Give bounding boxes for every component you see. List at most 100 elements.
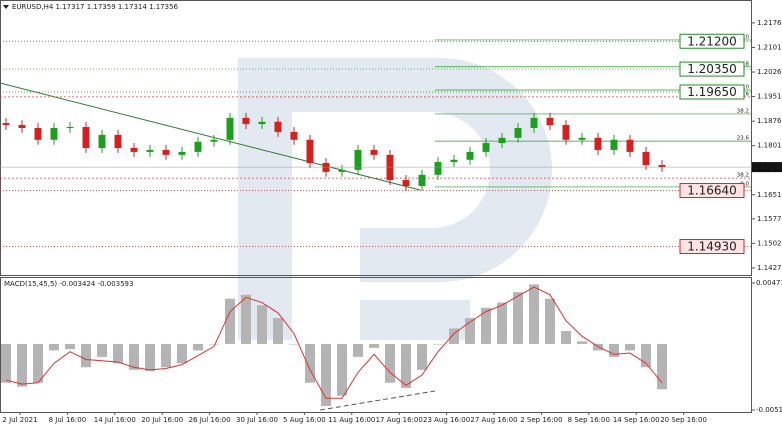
candle-body	[146, 149, 154, 152]
macd-bar	[97, 343, 107, 357]
current-price-tag	[752, 162, 782, 173]
y-tick-label: -0.005107	[756, 406, 782, 414]
candle-body	[562, 125, 570, 140]
x-tick-label: 27 Aug 16:00	[470, 416, 517, 424]
candle-body	[34, 128, 42, 140]
macd-bar	[465, 318, 475, 344]
y-tick-label: 1.21760	[757, 19, 782, 27]
macd-bar	[33, 343, 43, 383]
level-box	[679, 61, 745, 77]
macd-bar	[641, 343, 651, 368]
candle-body	[194, 141, 202, 152]
symbol-header: EURUSD,H4 1.17317 1.17359 1.17314 1.1735…	[12, 3, 179, 11]
macd-bar	[401, 343, 411, 388]
level-label: 1.20350	[687, 62, 737, 76]
y-tick-label: 1.15025	[757, 239, 782, 247]
candle-body	[658, 165, 666, 167]
x-tick-label: 2 Sep 16:00	[520, 416, 562, 424]
macd-bar	[337, 343, 347, 396]
level-label: 1.16640	[687, 184, 737, 198]
y-tick-label: 1.14275	[757, 264, 782, 272]
macd-bar	[513, 292, 523, 344]
macd-bar	[161, 343, 171, 368]
x-tick-label: 30 Jul 16:00	[236, 416, 278, 424]
macd-bar	[497, 302, 507, 344]
candle-body	[274, 121, 282, 132]
trendline	[0, 82, 421, 191]
macd-bar	[577, 341, 587, 344]
macd-bar	[305, 343, 315, 383]
candle-body	[370, 149, 378, 155]
candle-body	[18, 125, 26, 129]
macd-bar	[481, 307, 491, 344]
candle-body	[258, 121, 266, 125]
level-box	[679, 239, 745, 255]
candle-body	[402, 180, 410, 186]
macd-bar	[209, 343, 219, 345]
candle-body	[434, 162, 442, 175]
y-tick-label: 1.19510	[757, 93, 782, 101]
candle-body	[306, 139, 314, 164]
candle-body	[610, 139, 618, 150]
candle-body	[482, 143, 490, 152]
macd-trendline	[319, 390, 436, 411]
candle-body	[354, 149, 362, 170]
y-tick-label: 1.18760	[757, 117, 782, 125]
candle-body	[386, 154, 394, 181]
macd-bar	[193, 343, 203, 351]
fib-label: 38.2	[737, 173, 749, 179]
candle-body	[242, 117, 250, 125]
x-tick-label: 20 Jul 16:00	[141, 416, 183, 424]
menu-arrow[interactable]	[3, 5, 9, 9]
candle-body	[98, 134, 106, 148]
candle-body	[2, 123, 10, 126]
y-tick-label: 1.16510	[757, 191, 782, 199]
candle-body	[450, 159, 458, 163]
macd-bar	[225, 298, 235, 344]
macd-bar	[65, 343, 75, 350]
macd-bar	[113, 343, 123, 364]
candle-body	[578, 137, 586, 140]
candle-body	[114, 134, 122, 148]
macd-bar	[529, 284, 539, 344]
macd-bar	[353, 343, 363, 357]
macd-bar	[1, 343, 11, 383]
macd-bar	[273, 318, 283, 344]
macd-title: MACD(15,45,5) -0.003424 -0.003593	[4, 280, 133, 288]
candle-body	[418, 174, 426, 186]
x-tick-label: 14 Sep 16:00	[613, 416, 660, 424]
x-tick-label: 5 Aug 16:00	[283, 416, 326, 424]
candle-body	[66, 127, 74, 129]
x-tick-label: 23 Aug 16:00	[423, 416, 470, 424]
fib-label: 0.0	[740, 181, 749, 187]
macd-bar	[657, 343, 667, 390]
macd-bar	[545, 298, 555, 344]
macd-bar	[369, 343, 379, 348]
y-tick-label: 0.004716	[756, 279, 782, 287]
macd-bar	[433, 343, 443, 345]
y-tick-label: 1.15775	[757, 215, 782, 223]
x-tick-label: 17 Aug 16:00	[376, 416, 423, 424]
macd-bar	[625, 343, 635, 351]
candle-body	[498, 137, 506, 144]
y-tick-label: 1.18010	[757, 142, 782, 150]
macd-bar	[241, 294, 251, 344]
level-box	[679, 183, 745, 199]
candle-body	[642, 151, 650, 165]
macd-bar	[257, 305, 267, 344]
level-label: 1.19650	[687, 85, 737, 99]
candle-body	[210, 139, 218, 142]
level-label: 1.14930	[687, 240, 737, 254]
candle-body	[338, 169, 346, 172]
candle-body	[546, 117, 554, 126]
macd-bar	[145, 343, 155, 372]
macd-bar	[385, 343, 395, 383]
macd-bar	[609, 343, 619, 357]
candle-body	[322, 163, 330, 172]
current-price-label: 1.17356	[754, 163, 782, 171]
fib-label: 38.2	[737, 108, 749, 114]
candle-body	[466, 151, 474, 160]
main-panel-frame	[0, 0, 752, 276]
candle-body	[514, 128, 522, 138]
